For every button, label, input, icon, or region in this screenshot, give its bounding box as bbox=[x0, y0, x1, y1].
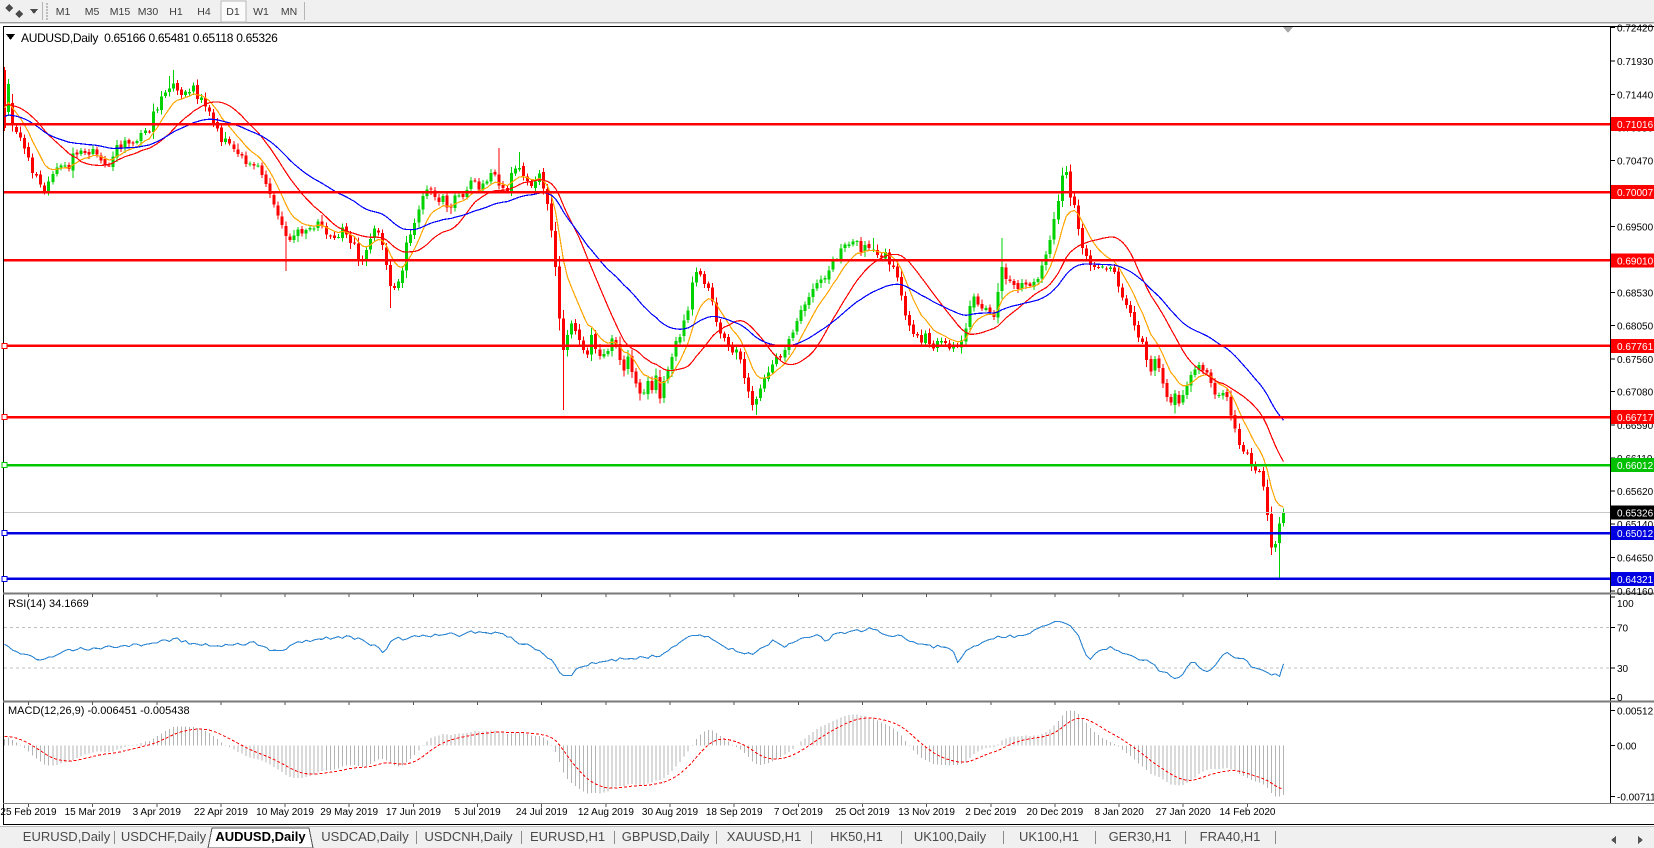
svg-text:24 Jul 2019: 24 Jul 2019 bbox=[516, 807, 568, 818]
svg-text:0.64160: 0.64160 bbox=[1617, 587, 1654, 598]
svg-text:13 Nov 2019: 13 Nov 2019 bbox=[898, 807, 955, 818]
svg-text:M15: M15 bbox=[110, 6, 131, 18]
svg-text:EURUSD,H1: EURUSD,H1 bbox=[530, 829, 605, 844]
svg-text:0: 0 bbox=[1617, 693, 1623, 704]
svg-text:7 Oct 2019: 7 Oct 2019 bbox=[774, 807, 823, 818]
svg-text:0.70470: 0.70470 bbox=[1617, 156, 1654, 167]
svg-text:MN: MN bbox=[281, 6, 297, 18]
svg-text:70: 70 bbox=[1617, 624, 1629, 635]
svg-text:0.66717: 0.66717 bbox=[1617, 413, 1654, 424]
svg-text:14 Feb 2020: 14 Feb 2020 bbox=[1219, 807, 1276, 818]
svg-text:AUDUSD,Daily 0.65166 0.65481: AUDUSD,Daily 0.65166 0.65481 0.65118 0.6… bbox=[21, 31, 278, 45]
svg-text:0.65140: 0.65140 bbox=[1617, 520, 1654, 531]
svg-text:0.70007: 0.70007 bbox=[1617, 188, 1654, 199]
svg-text:EURUSD,Daily: EURUSD,Daily bbox=[23, 829, 111, 844]
svg-text:100: 100 bbox=[1617, 599, 1634, 610]
svg-text:H1: H1 bbox=[169, 6, 183, 18]
svg-text:USDCAD,Daily: USDCAD,Daily bbox=[321, 829, 409, 844]
svg-text:25 Feb 2019: 25 Feb 2019 bbox=[0, 807, 57, 818]
svg-text:15 Mar 2019: 15 Mar 2019 bbox=[65, 807, 122, 818]
svg-text:0.67761: 0.67761 bbox=[1617, 342, 1654, 353]
svg-text:18 Sep 2019: 18 Sep 2019 bbox=[706, 807, 763, 818]
svg-text:FRA40,H1: FRA40,H1 bbox=[1200, 829, 1261, 844]
svg-text:8 Jan 2020: 8 Jan 2020 bbox=[1094, 807, 1144, 818]
svg-text:0.72420: 0.72420 bbox=[1617, 23, 1654, 34]
svg-text:2 Dec 2019: 2 Dec 2019 bbox=[965, 807, 1017, 818]
svg-text:0.00: 0.00 bbox=[1617, 741, 1637, 752]
svg-text:0.68530: 0.68530 bbox=[1617, 289, 1654, 300]
svg-text:0.71930: 0.71930 bbox=[1617, 57, 1654, 68]
svg-text:0.69500: 0.69500 bbox=[1617, 223, 1654, 234]
svg-text:17 Jun 2019: 17 Jun 2019 bbox=[386, 807, 441, 818]
svg-text:0.71440: 0.71440 bbox=[1617, 90, 1654, 101]
svg-text:0.65620: 0.65620 bbox=[1617, 487, 1654, 498]
svg-text:M1: M1 bbox=[56, 6, 71, 18]
svg-text:-0.007111: -0.007111 bbox=[1617, 793, 1654, 804]
svg-text:3 Apr 2019: 3 Apr 2019 bbox=[133, 807, 182, 818]
svg-text:29 May 2019: 29 May 2019 bbox=[320, 807, 378, 818]
svg-text:M30: M30 bbox=[138, 6, 159, 18]
svg-text:H4: H4 bbox=[197, 6, 211, 18]
svg-text:UK100,H1: UK100,H1 bbox=[1019, 829, 1079, 844]
svg-text:10 May 2019: 10 May 2019 bbox=[256, 807, 314, 818]
svg-text:0.64650: 0.64650 bbox=[1617, 553, 1654, 564]
svg-text:0.64321: 0.64321 bbox=[1617, 575, 1654, 586]
svg-text:MACD(12,26,9) -0.006451 -0.005: MACD(12,26,9) -0.006451 -0.005438 bbox=[8, 705, 190, 717]
svg-text:30: 30 bbox=[1617, 664, 1629, 675]
svg-text:M5: M5 bbox=[85, 6, 100, 18]
svg-text:USDCNH,Daily: USDCNH,Daily bbox=[424, 829, 513, 844]
svg-text:AUDUSD,Daily: AUDUSD,Daily bbox=[215, 829, 306, 844]
svg-text:0.67560: 0.67560 bbox=[1617, 355, 1654, 366]
svg-text:0.71016: 0.71016 bbox=[1617, 120, 1654, 131]
svg-text:USDCHF,Daily: USDCHF,Daily bbox=[121, 829, 207, 844]
svg-text:5 Jul 2019: 5 Jul 2019 bbox=[455, 807, 502, 818]
svg-text:0.66012: 0.66012 bbox=[1617, 461, 1654, 472]
svg-text:XAUUSD,H1: XAUUSD,H1 bbox=[727, 829, 801, 844]
svg-text:0.005121: 0.005121 bbox=[1617, 706, 1654, 717]
svg-text:0.69010: 0.69010 bbox=[1617, 256, 1654, 267]
svg-text:GER30,H1: GER30,H1 bbox=[1109, 829, 1172, 844]
svg-text:27 Jan 2020: 27 Jan 2020 bbox=[1156, 807, 1211, 818]
svg-text:0.65326: 0.65326 bbox=[1617, 509, 1654, 520]
svg-text:22 Apr 2019: 22 Apr 2019 bbox=[194, 807, 248, 818]
svg-text:25 Oct 2019: 25 Oct 2019 bbox=[835, 807, 890, 818]
svg-text:0.66590: 0.66590 bbox=[1617, 421, 1654, 432]
svg-text:12 Aug 2019: 12 Aug 2019 bbox=[578, 807, 635, 818]
svg-text:0.68050: 0.68050 bbox=[1617, 322, 1654, 333]
svg-text:0.65012: 0.65012 bbox=[1617, 529, 1654, 540]
svg-text:20 Dec 2019: 20 Dec 2019 bbox=[1027, 807, 1084, 818]
svg-text:UK100,Daily: UK100,Daily bbox=[914, 829, 987, 844]
svg-text:RSI(14) 34.1669: RSI(14) 34.1669 bbox=[8, 598, 89, 610]
svg-text:W1: W1 bbox=[253, 6, 269, 18]
svg-text:0.67080: 0.67080 bbox=[1617, 388, 1654, 399]
svg-text:HK50,H1: HK50,H1 bbox=[830, 829, 883, 844]
svg-text:D1: D1 bbox=[226, 6, 240, 18]
svg-text:GBPUSD,Daily: GBPUSD,Daily bbox=[622, 829, 710, 844]
svg-text:30 Aug 2019: 30 Aug 2019 bbox=[642, 807, 699, 818]
